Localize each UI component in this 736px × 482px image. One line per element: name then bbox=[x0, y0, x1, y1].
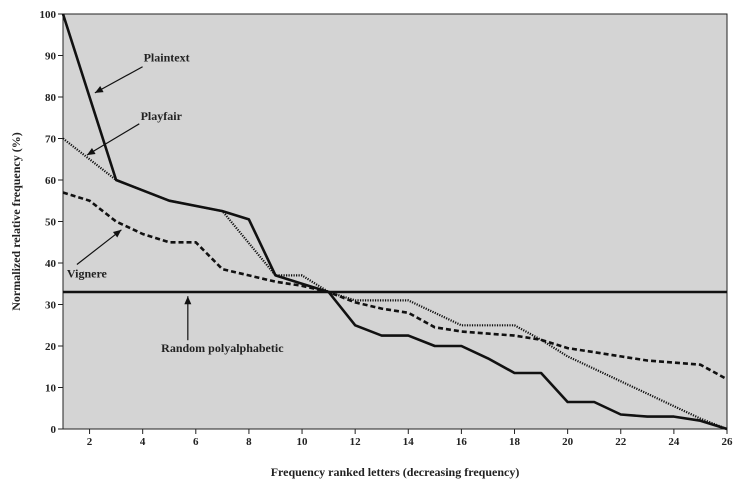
y-tick-label: 100 bbox=[40, 9, 57, 21]
x-tick-label: 2 bbox=[87, 436, 93, 448]
annotation-label: Random polyalphabetic bbox=[161, 341, 284, 355]
y-tick-label: 50 bbox=[45, 217, 57, 229]
x-tick-label: 16 bbox=[456, 436, 468, 448]
x-tick-label: 4 bbox=[140, 436, 146, 448]
x-tick-label: 18 bbox=[509, 436, 521, 448]
x-axis-title: Frequency ranked letters (decreasing fre… bbox=[271, 465, 520, 479]
y-tick-label: 10 bbox=[45, 383, 57, 395]
y-tick-label: 80 bbox=[45, 92, 57, 104]
plot-area bbox=[62, 13, 728, 430]
annotations: Plaintext Playfair Vignere Random polyalpha… bbox=[67, 51, 284, 356]
annotation-arrow bbox=[94, 66, 143, 94]
x-tick-label: 22 bbox=[615, 436, 627, 448]
y-tick-label: 90 bbox=[45, 51, 57, 63]
x-tick-label: 12 bbox=[350, 436, 362, 448]
annotation-arrowhead bbox=[112, 229, 122, 238]
series-line-vignere bbox=[62, 191, 728, 381]
annotation-arrow bbox=[86, 123, 140, 156]
annotation-label: Vignere bbox=[67, 267, 108, 281]
x-tick-label: 20 bbox=[562, 436, 574, 448]
y-tick-label: 60 bbox=[45, 175, 57, 187]
series-line-playfair bbox=[62, 137, 728, 431]
annotation-label: Playfair bbox=[141, 109, 183, 123]
annotation-arrowhead bbox=[184, 296, 192, 305]
x-tick-label: 8 bbox=[246, 436, 252, 448]
annotation-arrowhead bbox=[86, 147, 96, 156]
x-tick-label: 6 bbox=[193, 436, 199, 448]
y-tick-label: 30 bbox=[45, 300, 57, 312]
y-tick-label: 70 bbox=[45, 134, 57, 146]
series-line-plaintext bbox=[61, 13, 728, 431]
y-tick-label: 20 bbox=[45, 341, 57, 353]
annotation-arrowhead bbox=[94, 85, 104, 93]
y-axis-title: Normalized relative frequency (%) bbox=[9, 132, 23, 311]
x-tick-label: 26 bbox=[722, 436, 734, 448]
x-tick-label: 10 bbox=[297, 436, 309, 448]
x-tick-label: 14 bbox=[403, 436, 415, 448]
annotation-label: Plaintext bbox=[144, 51, 190, 65]
y-tick-label: 0 bbox=[51, 424, 57, 436]
x-tick-label: 24 bbox=[668, 436, 680, 448]
annotation-arrow bbox=[76, 229, 122, 265]
series-lines bbox=[61, 13, 728, 431]
y-tick-label: 40 bbox=[45, 258, 57, 270]
axis-ticks: 2 4 6 8 10 12 14 16 18 20 22 24 26010203040506070809… bbox=[40, 9, 734, 448]
